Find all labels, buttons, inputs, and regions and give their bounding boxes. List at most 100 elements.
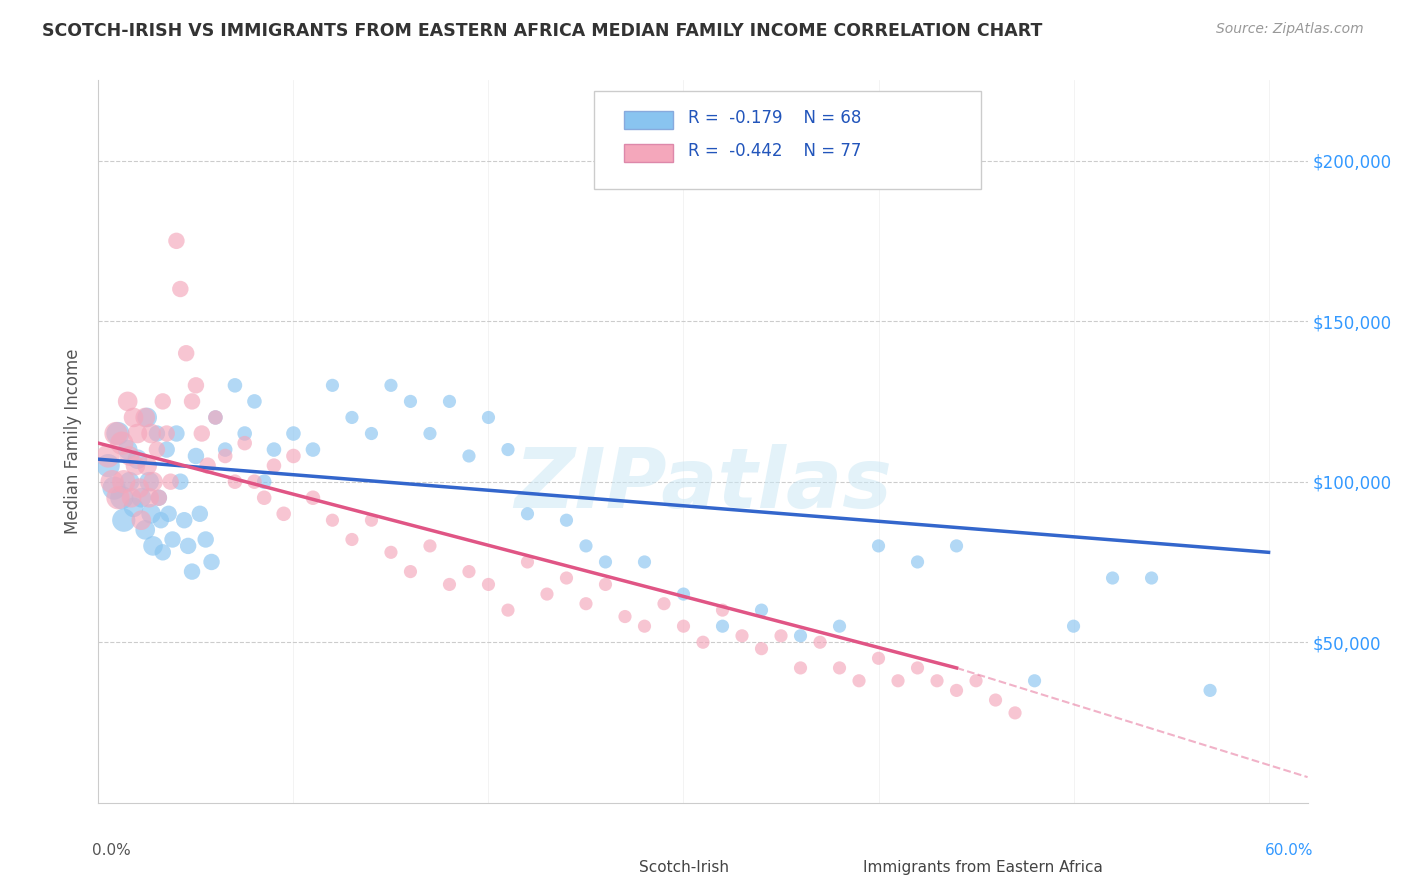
Point bbox=[399, 394, 422, 409]
Point bbox=[1140, 571, 1163, 585]
Point bbox=[136, 458, 159, 473]
Point bbox=[165, 426, 187, 441]
Point bbox=[283, 426, 305, 441]
Point bbox=[111, 436, 134, 450]
Point bbox=[233, 426, 256, 441]
Point bbox=[439, 394, 461, 409]
Point bbox=[751, 641, 773, 656]
Text: 0.0%: 0.0% bbox=[93, 843, 131, 857]
Point bbox=[139, 507, 162, 521]
Point bbox=[907, 555, 929, 569]
Point bbox=[118, 449, 141, 463]
Point bbox=[117, 394, 139, 409]
Point bbox=[360, 513, 382, 527]
Point bbox=[181, 394, 204, 409]
Point bbox=[136, 410, 159, 425]
Text: R =  -0.179    N = 68: R = -0.179 N = 68 bbox=[689, 109, 862, 127]
Point bbox=[204, 410, 226, 425]
Bar bbox=[624, 111, 673, 128]
Text: R =  -0.442    N = 77: R = -0.442 N = 77 bbox=[689, 142, 862, 160]
Point bbox=[127, 452, 149, 467]
Point bbox=[111, 491, 134, 505]
Point bbox=[152, 545, 174, 559]
Point bbox=[121, 491, 143, 505]
Bar bbox=[624, 144, 673, 162]
Point bbox=[159, 475, 181, 489]
Point bbox=[134, 410, 156, 425]
Point bbox=[149, 513, 172, 527]
Point bbox=[555, 571, 578, 585]
Point bbox=[148, 491, 170, 505]
Point bbox=[633, 619, 655, 633]
Point bbox=[263, 442, 285, 457]
Point bbox=[131, 513, 153, 527]
Point bbox=[828, 619, 851, 633]
Point bbox=[157, 507, 180, 521]
Point bbox=[965, 673, 987, 688]
Point bbox=[769, 629, 792, 643]
Point bbox=[399, 565, 422, 579]
Point bbox=[1199, 683, 1222, 698]
FancyBboxPatch shape bbox=[595, 91, 981, 189]
Point bbox=[184, 449, 207, 463]
Point bbox=[173, 513, 195, 527]
Point bbox=[283, 449, 305, 463]
Point bbox=[174, 346, 197, 360]
Point bbox=[156, 442, 179, 457]
Text: SCOTCH-IRISH VS IMMIGRANTS FROM EASTERN AFRICA MEDIAN FAMILY INCOME CORRELATION : SCOTCH-IRISH VS IMMIGRANTS FROM EASTERN … bbox=[42, 22, 1043, 40]
Point bbox=[188, 507, 211, 521]
Point bbox=[101, 475, 124, 489]
Point bbox=[848, 673, 870, 688]
Point bbox=[907, 661, 929, 675]
Point bbox=[380, 545, 402, 559]
Point bbox=[321, 378, 343, 392]
Point bbox=[263, 458, 285, 473]
Point bbox=[439, 577, 461, 591]
Point bbox=[380, 378, 402, 392]
Point bbox=[112, 475, 135, 489]
Point bbox=[253, 475, 276, 489]
Text: 60.0%: 60.0% bbox=[1265, 843, 1313, 857]
Point bbox=[672, 587, 695, 601]
Point bbox=[107, 491, 129, 505]
Point bbox=[124, 458, 146, 473]
Point bbox=[243, 394, 266, 409]
Text: ZIPatlas: ZIPatlas bbox=[515, 444, 891, 525]
Bar bbox=[818, 863, 856, 879]
Point bbox=[925, 673, 948, 688]
Point bbox=[731, 629, 754, 643]
Text: Scotch-Irish: Scotch-Irish bbox=[638, 860, 728, 875]
Point bbox=[595, 577, 617, 591]
Point bbox=[148, 491, 170, 505]
Point bbox=[945, 539, 967, 553]
Point bbox=[711, 619, 734, 633]
Point bbox=[97, 449, 120, 463]
Point bbox=[117, 442, 139, 457]
Point bbox=[224, 378, 246, 392]
Point bbox=[200, 555, 222, 569]
Text: Source: ZipAtlas.com: Source: ZipAtlas.com bbox=[1216, 22, 1364, 37]
Point bbox=[1101, 571, 1123, 585]
Point bbox=[112, 513, 135, 527]
Point bbox=[340, 533, 363, 547]
Point bbox=[107, 426, 129, 441]
Point bbox=[477, 410, 499, 425]
Point bbox=[214, 442, 236, 457]
Point bbox=[595, 555, 617, 569]
Point bbox=[321, 513, 343, 527]
Point bbox=[134, 523, 156, 537]
Point bbox=[224, 475, 246, 489]
Point bbox=[214, 449, 236, 463]
Text: Immigrants from Eastern Africa: Immigrants from Eastern Africa bbox=[863, 860, 1102, 875]
Point bbox=[945, 683, 967, 698]
Point bbox=[146, 442, 169, 457]
Point bbox=[181, 565, 204, 579]
Point bbox=[789, 629, 811, 643]
Point bbox=[127, 426, 149, 441]
Point bbox=[575, 539, 598, 553]
Point bbox=[1024, 673, 1046, 688]
Point bbox=[118, 475, 141, 489]
Point bbox=[122, 410, 145, 425]
Point bbox=[477, 577, 499, 591]
Point bbox=[302, 491, 325, 505]
